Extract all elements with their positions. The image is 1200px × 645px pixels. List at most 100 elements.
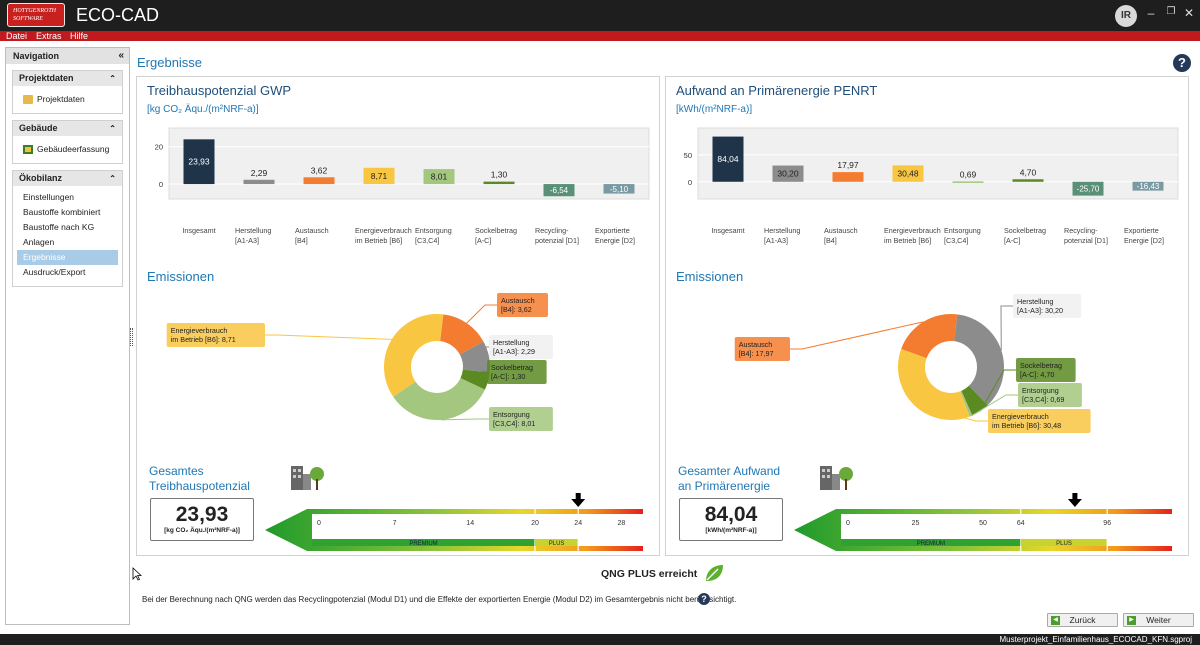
footnote-help-icon[interactable]: ? [698, 593, 710, 605]
section-oekobilanz: Ökobilanz ⌃ Einstellungen Baustoffe kombi… [12, 170, 123, 287]
nav-item-projektdaten[interactable]: Projektdaten [17, 92, 118, 107]
penrt-donut-chart: Herstellung[A1-A3]: 30,20 Sockelbetrag[A-… [734, 294, 1091, 433]
menu-bar: Datei Extras Hilfe [0, 31, 1200, 41]
slice-label: [A1-A3]: 2,29 [493, 347, 535, 356]
user-avatar[interactable]: IR [1115, 5, 1137, 27]
navigation-header: Navigation « [6, 48, 129, 64]
slice-label-box [489, 335, 553, 359]
collapse-up-icon[interactable]: ⌃ [109, 124, 116, 133]
bar [423, 169, 455, 185]
data-label: 3,62 [311, 165, 328, 175]
nav-item-gebaeudeerfassung[interactable]: Gebäudeerfassung [17, 142, 118, 157]
bar [363, 167, 395, 185]
slice-label: Entsorgung [493, 410, 530, 419]
x-tick-label: Austausch [824, 226, 858, 235]
slice-label-box [166, 323, 265, 347]
leader-line [466, 304, 497, 324]
data-label: 84,04 [717, 154, 739, 164]
slice-label: [B4]: 3,62 [501, 305, 532, 314]
restore-icon[interactable]: ❐ [1166, 6, 1176, 17]
x-tick-label: Herstellung [235, 226, 271, 235]
arrow-right-icon: ▶ [1127, 616, 1136, 625]
nav-item-einstellungen[interactable]: Einstellungen [23, 192, 75, 202]
slice-label-box [497, 293, 548, 317]
x-tick-label: Insgesamt [711, 226, 744, 235]
x-tick-label: Sockelbetrag [1004, 226, 1046, 235]
leader-line [979, 369, 1016, 412]
gwp-total-value: 23,93 [175, 503, 229, 526]
penrt-panel: Aufwand an Primärenergie PENRT [kWh/(m²N… [665, 76, 1189, 556]
slice-label-box [489, 407, 553, 431]
nav-item-baustoffe-kombiniert[interactable]: Baustoffe kombiniert [23, 207, 101, 217]
leader-line [1000, 305, 1013, 351]
slice-label: Sockelbetrag [491, 363, 533, 372]
nav-item-anlagen[interactable]: Anlagen [23, 237, 55, 247]
leader-line [913, 404, 988, 422]
x-tick-label: Exportierte [595, 226, 630, 235]
scale-tick-label: 24 [574, 520, 582, 527]
scale-tick-label: 0 [846, 520, 850, 527]
data-label: 0,69 [960, 169, 977, 179]
x-tick-label: Energie [D2] [1124, 236, 1164, 245]
x-tick-label: [B4] [824, 236, 837, 245]
data-label: 1,30 [491, 170, 508, 180]
x-tick-label: potenzial [D1] [535, 236, 579, 245]
donut-slice [960, 390, 973, 417]
section-header[interactable]: Gebäude ⌃ [13, 121, 122, 136]
x-tick-label: Energie [D2] [595, 236, 635, 245]
scale-tick-label: 20 [531, 520, 539, 527]
collapse-left-icon[interactable]: « [118, 50, 124, 61]
scale-tick-label: 7 [393, 520, 397, 527]
x-tick-label: Recycling- [535, 226, 569, 235]
nav-item-ausdruck-export[interactable]: Ausdruck/Export [23, 267, 86, 277]
sidebar-splitter[interactable] [130, 328, 133, 346]
bar [712, 136, 744, 182]
section-header[interactable]: Ökobilanz ⌃ [13, 171, 122, 186]
section-header[interactable]: Projektdaten ⌃ [13, 71, 122, 86]
x-tick-label: Recycling- [1064, 226, 1098, 235]
gwp-qng-scale: PREMIUM PLUS 0 7 14 20 24 28 [265, 493, 643, 551]
menu-hilfe[interactable]: Hilfe [70, 31, 89, 41]
data-label: 8,71 [371, 171, 388, 181]
x-tick-label: Insgesamt [182, 226, 215, 235]
back-button[interactable]: ◀ Zurück [1047, 613, 1118, 627]
penrt-bar-chart: 50 0 84,04 Insgesamt 30,20 Herstellung[A1-A3]… [684, 127, 1179, 245]
penrt-emissions-title: Emissionen [676, 269, 744, 284]
gwp-emissions-title: Emissionen [147, 269, 215, 284]
slice-label-box [734, 337, 790, 361]
bar [832, 172, 864, 182]
scale-tick-label: 0 [317, 520, 321, 527]
nav-item-baustoffe-nach-kg[interactable]: Baustoffe nach KG [23, 222, 95, 232]
menu-extras[interactable]: Extras [36, 31, 62, 41]
slice-label-box [1018, 383, 1082, 407]
plot-area [697, 127, 1179, 200]
penrt-title: Aufwand an Primärenergie PENRT [676, 83, 878, 98]
help-icon[interactable]: ? [1173, 54, 1191, 72]
collapse-up-icon[interactable]: ⌃ [109, 174, 116, 183]
gwp-bar-chart: 20 0 23,93 Insgesamt 2,29 Herstellung[A1-A3] 3… [155, 127, 650, 245]
slice-label: Austausch [739, 340, 773, 349]
donut-slice [961, 385, 988, 416]
bar [1012, 179, 1044, 182]
data-label: 17,97 [837, 160, 859, 170]
data-label: -6,54 [550, 186, 569, 195]
minimize-icon[interactable]: – [1147, 6, 1155, 20]
bar [1132, 181, 1164, 191]
data-label: -25,70 [1077, 185, 1100, 194]
nav-item-ergebnisse[interactable]: Ergebnisse [17, 250, 118, 265]
menu-datei[interactable]: Datei [6, 31, 28, 41]
bar [892, 165, 924, 182]
next-button[interactable]: ▶ Weiter [1123, 613, 1194, 627]
x-tick-label: Austausch [295, 226, 329, 235]
slice-label: [A-C]: 4,70 [1020, 370, 1054, 379]
donut-slice [954, 314, 1004, 406]
slice-label: Herstellung [1017, 297, 1053, 306]
zone-bar [1020, 539, 1108, 546]
x-tick-label: [A-C] [475, 236, 491, 245]
building-tree-icon [818, 462, 854, 495]
x-tick-label: potenzial [D1] [1064, 236, 1108, 245]
collapse-up-icon[interactable]: ⌃ [109, 74, 116, 83]
x-tick-label: [A-C] [1004, 236, 1020, 245]
close-icon[interactable]: ✕ [1183, 6, 1195, 20]
gwp-unit: [kg CO₂ Äqu./(m²NRF-a)] [147, 104, 259, 115]
